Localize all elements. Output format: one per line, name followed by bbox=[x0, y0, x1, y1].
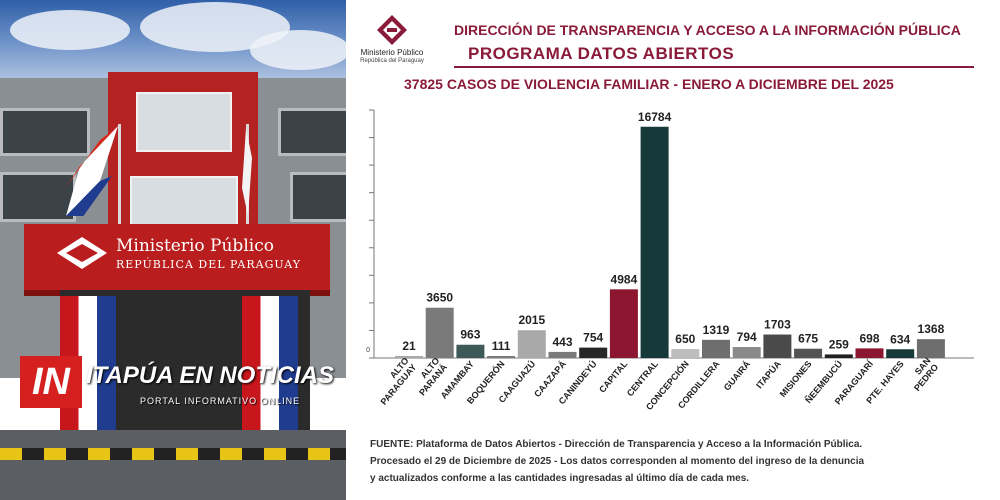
bar-chart: 0 21ALTOPARAGUAY3650ALTOPARANÁ963AMAMBAY1… bbox=[366, 109, 974, 412]
tower-window bbox=[136, 92, 232, 152]
bar-value-label: 21 bbox=[402, 339, 416, 353]
category-label: GUAIRÁ bbox=[722, 358, 753, 392]
building-sign-line2: REPÚBLICA DEL PARAGUAY bbox=[116, 258, 302, 271]
bar-value-label: 16784 bbox=[638, 110, 672, 124]
building-sign-line1: Ministerio Público bbox=[116, 236, 274, 256]
ministerio-publico-logo-icon bbox=[377, 15, 407, 45]
source-line-3: y actualizados conforme a las cantidades… bbox=[370, 473, 750, 484]
bar-value-label: 4984 bbox=[611, 272, 638, 286]
bar-capital bbox=[609, 289, 638, 358]
bar-misiones bbox=[794, 348, 823, 358]
bar-value-label: 698 bbox=[859, 331, 879, 345]
logo-name: Ministerio Público bbox=[360, 48, 424, 57]
flagpole bbox=[118, 124, 121, 234]
category-label: ITAPÚA bbox=[753, 358, 783, 391]
bar-canindey- bbox=[579, 347, 608, 358]
bar--eembuc- bbox=[824, 354, 853, 358]
bar-value-label: 650 bbox=[675, 332, 695, 346]
program-title: PROGRAMA DATOS ABIERTOS bbox=[468, 44, 735, 63]
source-note: FUENTE: Plataforma de Datos Abiertos - D… bbox=[370, 436, 864, 487]
bar-value-label: 1319 bbox=[703, 323, 730, 337]
bar-value-label: 675 bbox=[798, 332, 818, 346]
category-label: ALTOPARAGUAY bbox=[371, 356, 418, 407]
bar-concepci-n bbox=[671, 349, 700, 358]
bar-amambay bbox=[456, 344, 485, 358]
bar-boquer-n bbox=[487, 356, 516, 358]
category-label: SANPEDRO bbox=[904, 356, 940, 393]
building-window bbox=[0, 108, 90, 156]
white-flag bbox=[242, 128, 252, 216]
building-photo: Ministerio Público REPÚBLICA DEL PARAGUA… bbox=[0, 0, 346, 500]
chart-title: 37825 CASOS DE VIOLENCIA FAMILIAR - ENER… bbox=[404, 76, 894, 92]
pavement bbox=[0, 430, 346, 500]
entrance-column bbox=[242, 296, 298, 432]
bar-san-pedro bbox=[916, 339, 945, 358]
department-title: DIRECCIÓN DE TRANSPARENCIA Y ACCESO A LA… bbox=[454, 22, 961, 38]
bar-central bbox=[640, 126, 669, 358]
building-window bbox=[278, 108, 346, 156]
bar-value-label: 443 bbox=[552, 335, 572, 349]
bar-paraguar- bbox=[855, 348, 884, 358]
bar-pte-hayes bbox=[886, 349, 915, 358]
bar-value-label: 1368 bbox=[918, 322, 945, 336]
source-line-1: FUENTE: Plataforma de Datos Abiertos - D… bbox=[370, 439, 863, 450]
brand-tagline: PORTAL INFORMATIVO ONLINE bbox=[140, 396, 301, 406]
itapua-en-noticias-watermark: IN ITAPÚA EN NOTICIAS PORTAL INFORMATIVO… bbox=[20, 356, 340, 408]
bar-guair- bbox=[732, 347, 761, 358]
paraguay-flag bbox=[64, 126, 118, 216]
bar-caaguaz- bbox=[517, 330, 546, 358]
cloud bbox=[250, 30, 346, 70]
bar-alto-paraguay bbox=[395, 356, 423, 358]
bar-value-label: 259 bbox=[829, 337, 849, 351]
building-window bbox=[0, 172, 76, 222]
bar-caazap- bbox=[548, 351, 577, 358]
logo-subtitle: República del Paraguay bbox=[360, 58, 424, 64]
brand-prefix: IN bbox=[20, 356, 82, 408]
infographic-panel: Ministerio Público República del Paragua… bbox=[346, 0, 1000, 500]
bar-itap-a bbox=[763, 334, 792, 358]
category-label: CAPITAL bbox=[597, 358, 630, 394]
bar-value-label: 1703 bbox=[764, 318, 791, 332]
curb-stripe bbox=[0, 448, 346, 460]
brand-name: ITAPÚA EN NOTICIAS bbox=[86, 362, 335, 389]
bar-cordillera bbox=[702, 339, 730, 358]
bar-value-label: 2015 bbox=[518, 313, 545, 327]
cloud bbox=[10, 10, 130, 50]
building-window bbox=[290, 172, 346, 222]
y-zero-label: 0 bbox=[366, 347, 370, 354]
bar-value-label: 963 bbox=[460, 328, 480, 342]
header-divider bbox=[454, 66, 974, 68]
ministerio-logo-icon bbox=[57, 237, 107, 269]
bar-value-label: 794 bbox=[737, 330, 757, 344]
bar-alto-paran- bbox=[425, 307, 454, 358]
bar-value-label: 754 bbox=[583, 331, 603, 345]
tower-window bbox=[130, 176, 238, 228]
bar-value-label: 3650 bbox=[426, 291, 453, 305]
bar-value-label: 634 bbox=[890, 332, 910, 346]
bar-value-label: 111 bbox=[492, 339, 511, 353]
source-line-2: Procesado el 29 de Diciembre de 2025 - L… bbox=[370, 456, 865, 467]
